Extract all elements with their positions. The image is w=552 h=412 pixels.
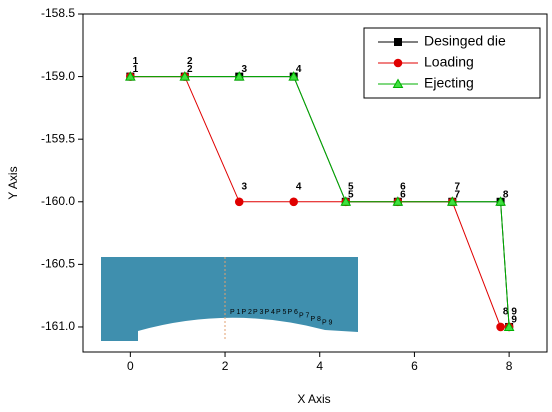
point-label: 1: [133, 56, 139, 67]
inset-profile: [101, 317, 358, 341]
series: [124, 71, 515, 331]
point-label: 7: [455, 189, 461, 200]
marker: [495, 196, 506, 206]
point-label: 5: [348, 189, 354, 200]
point-label: 4: [296, 181, 302, 192]
marker: [392, 78, 404, 88]
marker: [124, 71, 136, 81]
point-label: 9: [511, 315, 517, 326]
inset-label: P 4: [265, 309, 275, 316]
y-tick-label: -159.0: [41, 69, 75, 83]
x-tick-label: 4: [316, 359, 323, 373]
y-tick-label: -159.5: [41, 131, 75, 145]
y-tick-label: -158.5: [41, 6, 75, 20]
point-label: 7: [455, 181, 461, 192]
x-tick-label: 2: [222, 359, 229, 373]
point-label: 2: [187, 56, 193, 67]
point-label: 3: [241, 181, 247, 192]
marker: [392, 196, 404, 206]
inset-label: P 1: [230, 309, 240, 316]
inset-label: P 3: [253, 309, 263, 316]
marker: [340, 196, 352, 206]
legend-label: Loading: [424, 54, 474, 70]
inset-image: [101, 257, 358, 341]
x-axis-label: X Axis: [297, 392, 330, 406]
x-tick-label: 0: [127, 359, 134, 373]
legend: Desinged die Loading Ejecting: [363, 27, 541, 99]
legend-label: Desinged die: [424, 33, 506, 49]
x-tick-label: 8: [506, 359, 513, 373]
inset-label: P 9: [322, 319, 332, 326]
inset-label: P 2: [242, 309, 252, 316]
inset-label: P 6: [288, 309, 298, 316]
point-label: 4: [296, 64, 302, 75]
point-label: 2: [187, 64, 193, 75]
inset-label: P 7: [299, 312, 309, 319]
marker: [289, 197, 298, 207]
point-label: 5: [348, 181, 354, 192]
point-label: 9: [511, 307, 517, 318]
marker: [179, 71, 191, 81]
marker: [234, 197, 244, 207]
marker: [288, 71, 300, 81]
marker: [503, 321, 515, 331]
marker: [393, 58, 403, 68]
x-tick-label: 6: [411, 359, 418, 373]
marker: [394, 38, 402, 46]
y-tick-label: -160.5: [41, 257, 75, 271]
inset-label: P 8: [311, 316, 321, 323]
y-axis-label: Y Axis: [6, 166, 20, 199]
point-label: 8: [503, 307, 509, 318]
inset-label: P 5: [276, 309, 286, 316]
y-tick-label: -161.0: [41, 319, 75, 333]
point-label: 8: [503, 189, 509, 200]
y-tick-label: -160.0: [41, 194, 75, 208]
legend-label: Ejecting: [424, 75, 474, 91]
point-label: 6: [400, 189, 406, 200]
point-label: 3: [241, 64, 247, 75]
marker: [446, 196, 458, 206]
marker: [496, 322, 505, 332]
plot-frame: [82, 13, 548, 353]
point-label: 1: [133, 64, 139, 75]
point-label: 6: [400, 181, 406, 192]
marker: [233, 71, 245, 81]
